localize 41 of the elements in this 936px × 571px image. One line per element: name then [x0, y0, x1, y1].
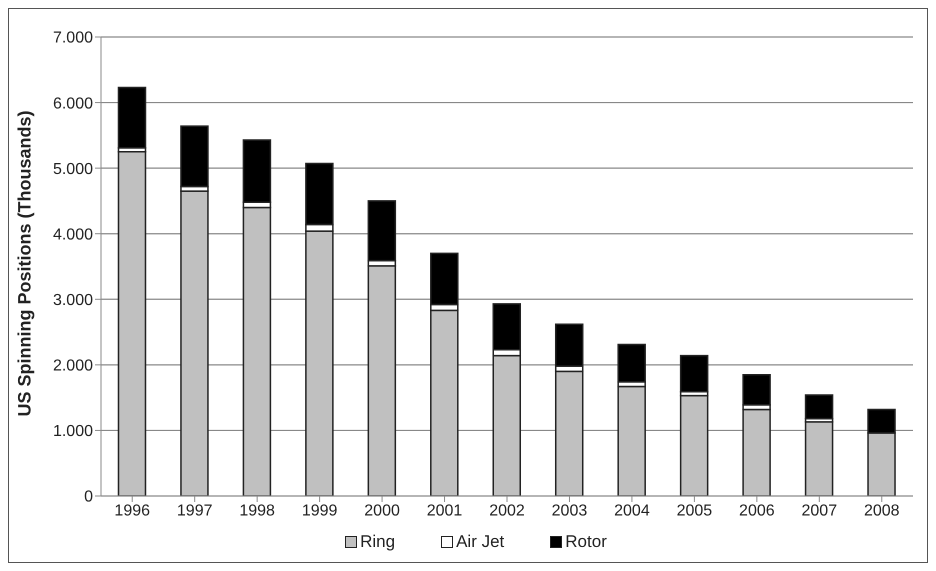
bar: [430, 310, 459, 496]
y-tick-label: 0: [84, 488, 94, 506]
bar: [617, 344, 646, 383]
bar: [118, 86, 146, 149]
legend-label: Air Jet: [455, 532, 504, 552]
y-tick-label: 4.000: [52, 226, 94, 244]
x-tick-label: 2000: [364, 502, 400, 520]
x-tick-label: 2007: [802, 502, 838, 520]
y-tick-label: 3.000: [52, 292, 94, 309]
x-tick-label: 1997: [176, 502, 213, 520]
x-tick-label: 2002: [489, 502, 525, 520]
bar: [742, 408, 771, 496]
x-tick-label: 1999: [302, 502, 338, 520]
x-tick-label: 2005: [676, 502, 712, 520]
bar: [242, 206, 272, 496]
y-tick-label: 1.000: [52, 423, 94, 440]
y-tick-label: 6.000: [52, 95, 94, 112]
x-tick-label: 1998: [239, 502, 276, 520]
x-tick-label: 2006: [739, 502, 775, 520]
x-tick-label: 1996: [114, 502, 150, 520]
y-tick-label: 7.000: [52, 30, 94, 47]
y-tick-label: 5.000: [52, 160, 94, 178]
y-axis-title: US Spinning Positions (Thousands): [14, 110, 34, 416]
x-tick-label: 2001: [426, 502, 462, 520]
bar: [118, 151, 146, 496]
bar: [180, 190, 209, 496]
bar: [617, 386, 646, 496]
bar: [492, 354, 522, 496]
bar: [680, 394, 708, 496]
bar: [554, 370, 584, 496]
legend-label: Ring: [359, 532, 396, 552]
bar: [804, 421, 834, 496]
bar: [680, 354, 708, 392]
x-tick-label: 2004: [614, 502, 650, 520]
bar: [368, 265, 396, 496]
y-tick-label: 2.000: [52, 358, 94, 375]
x-tick-label: 2008: [864, 502, 900, 520]
x-tick-label: 2003: [552, 502, 588, 520]
legend-label: Rotor: [564, 532, 607, 552]
bar: [804, 394, 834, 420]
bar: [742, 374, 771, 406]
